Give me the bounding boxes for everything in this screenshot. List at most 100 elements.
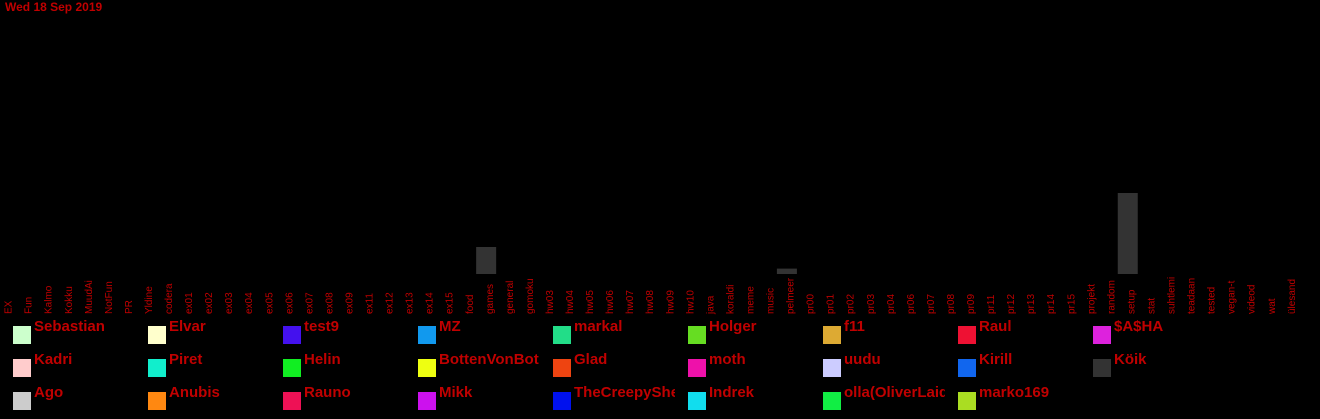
legend-item: Kirill [945, 351, 1080, 379]
x-tick-label: music [766, 288, 777, 314]
legend-item: Sebastian [0, 318, 135, 346]
x-tick-label: pr01 [826, 294, 837, 314]
x-tick-label: projekt [1086, 284, 1097, 314]
legend-swatch [148, 392, 166, 410]
legend-item: uudu [810, 351, 945, 379]
legend-swatch [283, 392, 301, 410]
legend-label: MZ [439, 318, 461, 335]
legend-swatch [958, 326, 976, 344]
x-tick-label: ex14 [425, 292, 436, 314]
legend-label: marko169 [979, 384, 1050, 401]
legend-label: Elvar [169, 318, 206, 335]
legend-label: Helin [304, 351, 341, 368]
x-tick-label: gomoku [525, 278, 536, 314]
x-tick-label: hw09 [665, 290, 676, 314]
legend-item: f11 [810, 318, 945, 346]
legend-item: Holger [675, 318, 810, 346]
x-tick-label: setup [1126, 289, 1137, 314]
legend-label: Indrek [709, 384, 755, 401]
x-tick-label: random [1106, 280, 1117, 314]
legend-swatch [283, 326, 301, 344]
legend-item: Ago [0, 384, 135, 412]
legend-label: olla(OliverLaidla) [844, 384, 945, 401]
legend-item: Raul [945, 318, 1080, 346]
x-tick-label: PR [124, 300, 135, 314]
legend-label: Kirill [979, 351, 1013, 368]
legend-item: test9 [270, 318, 405, 346]
legend-label: TheCreepySheep [574, 384, 675, 401]
legend-item: markal [540, 318, 675, 346]
legend-label: uudu [844, 351, 881, 368]
x-tick-label: videod [1247, 285, 1258, 314]
x-tick-label: ex05 [264, 292, 275, 314]
legend-swatch [823, 359, 841, 377]
x-tick-label: ex04 [244, 292, 255, 314]
legend-item: Rauno [270, 384, 405, 412]
x-tick-label: ex09 [344, 292, 355, 314]
legend-item: Kadri [0, 351, 135, 379]
legend-label: BottenVonBot [439, 351, 539, 368]
legend-swatch [1093, 326, 1111, 344]
legend-swatch [553, 359, 571, 377]
legend-label: Ago [34, 384, 64, 401]
legend-item: Köik [1080, 351, 1215, 379]
x-tick-label: pr06 [906, 294, 917, 314]
x-tick-label: stat [1146, 298, 1157, 314]
x-tick-label: general [505, 281, 516, 314]
x-tick-label: ülesand [1287, 279, 1298, 314]
x-tick-label: hw08 [645, 290, 656, 314]
legend-label: f11 [844, 318, 865, 335]
x-tick-label: NotFun [104, 281, 115, 314]
legend-swatch [823, 392, 841, 410]
legend-item: MZ [405, 318, 540, 346]
bar-music [776, 268, 797, 274]
legend-label: Köik [1114, 351, 1147, 368]
x-tick-label: hw10 [685, 290, 696, 314]
legend-item: Piret [135, 351, 270, 379]
legend: Sebastian Elvar test9 MZ markal Holger f11 Raul… [0, 318, 1320, 419]
legend-item: BottenVonBot [405, 351, 540, 379]
legend-swatch [958, 359, 976, 377]
x-tick-label: games [485, 284, 496, 314]
x-tick-label: pr11 [986, 294, 997, 314]
legend-swatch [553, 326, 571, 344]
x-tick-label: koraldi [725, 285, 736, 314]
x-tick-label: ex06 [284, 292, 295, 314]
x-tick-label: pr15 [1066, 294, 1077, 314]
legend-item: marko169 [945, 384, 1080, 412]
x-tick-label: pr09 [966, 294, 977, 314]
legend-label: Holger [709, 318, 757, 335]
legend-swatch [1093, 359, 1111, 377]
x-tick-label: EX [4, 300, 15, 314]
x-tick-label: Yldine [144, 286, 155, 314]
legend-item: Anubis [135, 384, 270, 412]
x-tick-label: ex15 [445, 292, 456, 314]
legend-label: Kadri [34, 351, 73, 368]
x-tick-label: pr00 [806, 294, 817, 314]
x-tick-label: ex13 [405, 292, 416, 314]
legend-swatch [418, 359, 436, 377]
legend-swatch [553, 392, 571, 410]
legend-swatch [418, 326, 436, 344]
legend-label: Sebastian [34, 318, 105, 335]
x-tick-label: hw05 [585, 290, 596, 314]
legend-label: moth [709, 351, 746, 368]
legend-label: Raul [979, 318, 1012, 335]
x-tick-label: Kalmo [44, 285, 55, 314]
x-tick-label: hw06 [605, 290, 616, 314]
x-tick-label: ex08 [324, 292, 335, 314]
legend-item: olla(OliverLaidla) [810, 384, 945, 412]
x-tick-label: ex07 [304, 292, 315, 314]
legend-label: test9 [304, 318, 340, 335]
x-tick-label: Kokku [64, 286, 75, 314]
x-tick-label: ex12 [385, 292, 396, 314]
x-tick-label: pr03 [866, 294, 877, 314]
x-tick-label: MuudAi [84, 280, 95, 314]
x-tick-label: hw07 [625, 290, 636, 314]
bar-random [1117, 193, 1138, 274]
legend-item: Indrek [675, 384, 810, 412]
legend-label: $A$HA [1114, 318, 1164, 335]
bar-food [476, 247, 497, 274]
x-tick-label: ex03 [224, 292, 235, 314]
x-tick-label: food [465, 295, 476, 314]
